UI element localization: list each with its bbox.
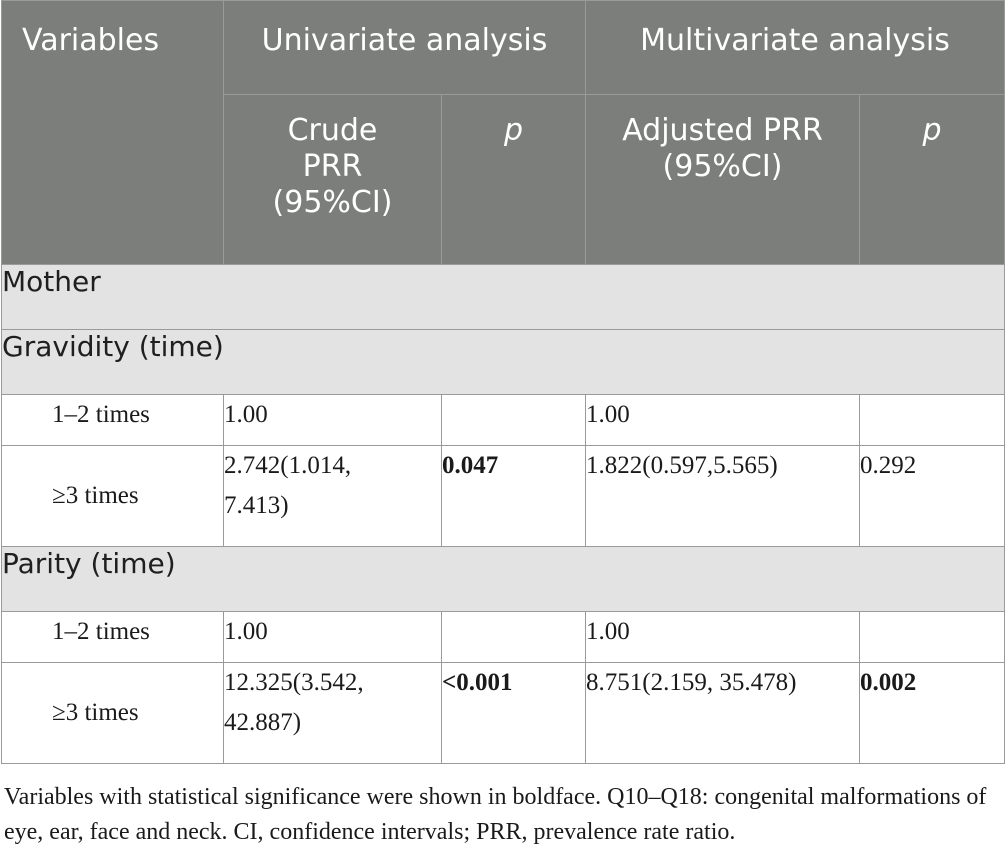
section-mother: Mother	[1, 264, 1005, 330]
header-univariate: Univariate analysis	[223, 0, 586, 95]
row-label: 1–2 times	[1, 611, 224, 663]
section-gravidity: Gravidity (time)	[1, 329, 1005, 395]
table-footnote: Variables with statistical significance …	[4, 784, 987, 845]
header-crude-prr: Crude PRR (95%CI)	[223, 94, 442, 265]
header-variables: Variables	[1, 0, 224, 265]
row-label: 1–2 times	[1, 394, 224, 446]
row-label: ≥3 times	[1, 445, 224, 547]
header-multivariate: Multivariate analysis	[585, 0, 1005, 95]
row-label: ≥3 times	[1, 662, 224, 764]
results-table: Variables Univariate analysis Multivaria…	[1, 0, 1005, 764]
adjusted-prr-cell: 8.751(2.159, 35.478)	[585, 662, 860, 764]
adjusted-prr-cell: 1.822(0.597,5.565)	[585, 445, 860, 547]
table-row: ≥3 times 2.742(1.014, 7.413) 0.047 1.822…	[1, 445, 1005, 547]
p-multivariate-cell	[859, 611, 1005, 663]
section-parity: Parity (time)	[1, 546, 1005, 612]
p-univariate-cell: <0.001	[441, 662, 586, 764]
table-row: 1–2 times 1.00 1.00	[1, 611, 1005, 663]
adjusted-prr-cell: 1.00	[585, 394, 860, 446]
p-univariate-cell	[441, 611, 586, 663]
header-p-univariate: p	[441, 94, 586, 265]
p-univariate-cell	[441, 394, 586, 446]
crude-prr-cell: 1.00	[223, 394, 442, 446]
header-p-multivariate: p	[859, 94, 1005, 265]
table-row: 1–2 times 1.00 1.00	[1, 394, 1005, 446]
p-multivariate-cell: 0.292	[859, 445, 1005, 547]
p-multivariate-cell: 0.002	[859, 662, 1005, 764]
table-row: ≥3 times 12.325(3.542, 42.887) <0.001 8.…	[1, 662, 1005, 764]
adjusted-prr-cell: 1.00	[585, 611, 860, 663]
crude-prr-cell: 1.00	[223, 611, 442, 663]
crude-prr-cell: 12.325(3.542, 42.887)	[223, 662, 442, 764]
crude-prr-cell: 2.742(1.014, 7.413)	[223, 445, 442, 547]
p-univariate-cell: 0.047	[441, 445, 586, 547]
header-adjusted-prr: Adjusted PRR (95%CI)	[585, 94, 860, 265]
p-multivariate-cell	[859, 394, 1005, 446]
